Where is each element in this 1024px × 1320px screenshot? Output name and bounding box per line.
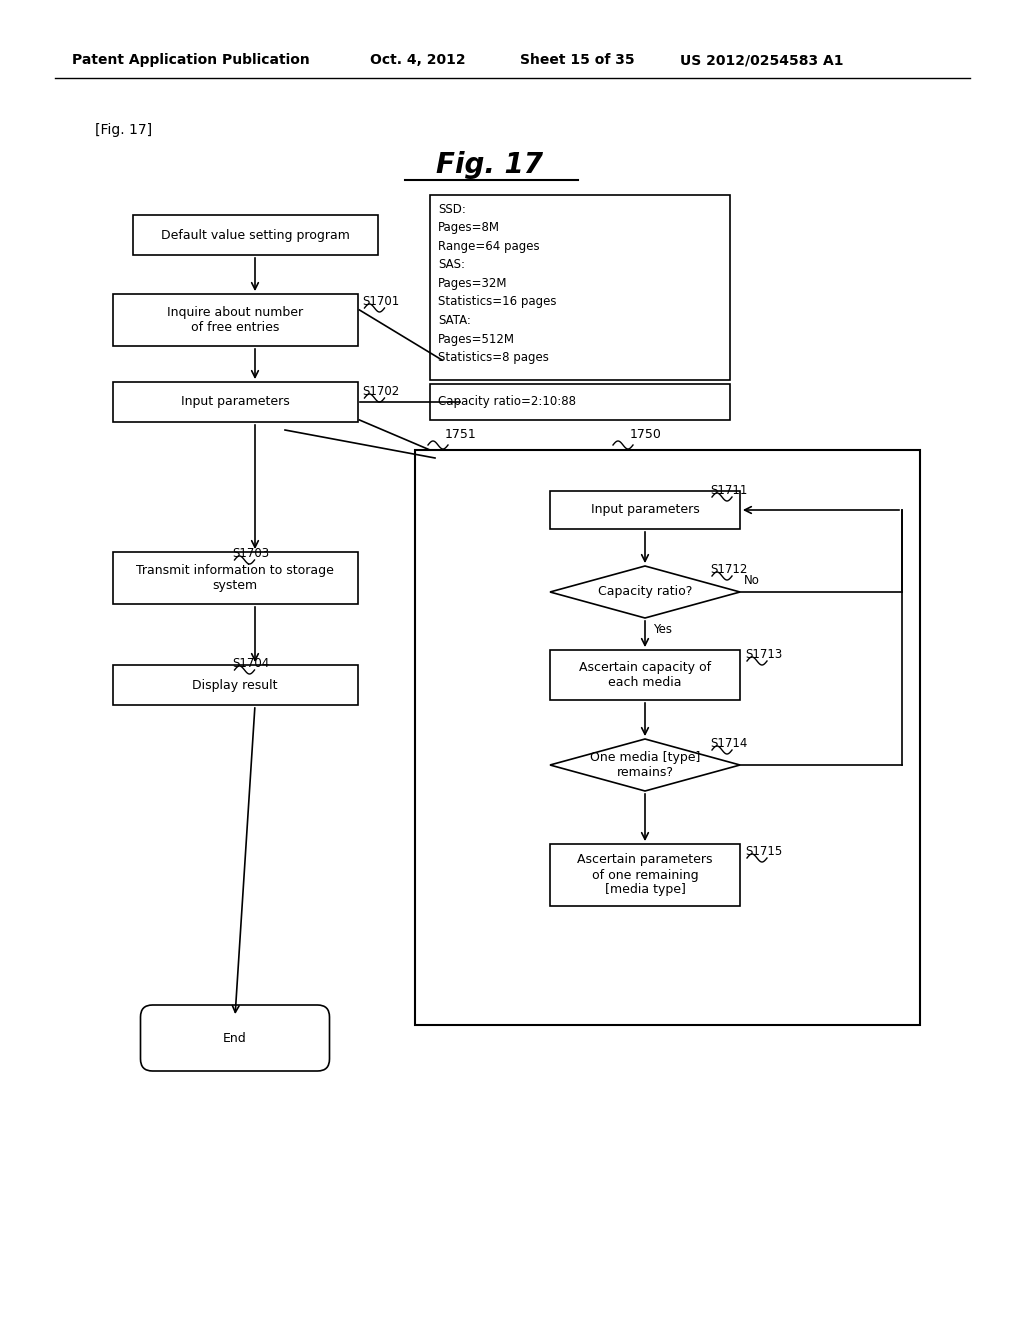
Text: No: No (744, 574, 760, 587)
Text: Transmit information to storage
system: Transmit information to storage system (136, 564, 334, 591)
Text: Capacity ratio?: Capacity ratio? (598, 586, 692, 598)
Text: Oct. 4, 2012: Oct. 4, 2012 (370, 53, 466, 67)
Polygon shape (550, 566, 740, 618)
Text: 1751: 1751 (445, 428, 477, 441)
Text: [Fig. 17]: [Fig. 17] (95, 123, 153, 137)
Text: S1715: S1715 (745, 845, 782, 858)
Text: S1713: S1713 (745, 648, 782, 661)
Text: S1703: S1703 (232, 546, 269, 560)
FancyBboxPatch shape (415, 450, 920, 1026)
Text: SSD:
Pages=8M
Range=64 pages
SAS:
Pages=32M
Statistics=16 pages
SATA:
Pages=512M: SSD: Pages=8M Range=64 pages SAS: Pages=… (438, 203, 556, 364)
Text: End: End (223, 1031, 247, 1044)
Text: S1712: S1712 (710, 564, 748, 576)
FancyBboxPatch shape (113, 381, 357, 422)
FancyBboxPatch shape (140, 1005, 330, 1071)
Text: Fig. 17: Fig. 17 (436, 150, 544, 180)
FancyBboxPatch shape (550, 491, 740, 529)
Text: Ascertain parameters
of one remaining
[media type]: Ascertain parameters of one remaining [m… (578, 854, 713, 896)
Text: Yes: Yes (653, 623, 672, 636)
FancyBboxPatch shape (113, 552, 357, 605)
FancyBboxPatch shape (113, 294, 357, 346)
FancyBboxPatch shape (132, 215, 378, 255)
FancyBboxPatch shape (430, 195, 730, 380)
Text: One media [type]
remains?: One media [type] remains? (590, 751, 700, 779)
FancyBboxPatch shape (550, 843, 740, 906)
Text: Display result: Display result (193, 678, 278, 692)
Text: S1714: S1714 (710, 737, 748, 750)
Text: Patent Application Publication: Patent Application Publication (72, 53, 309, 67)
Text: Default value setting program: Default value setting program (161, 228, 349, 242)
Text: Inquire about number
of free entries: Inquire about number of free entries (167, 306, 303, 334)
FancyBboxPatch shape (113, 665, 357, 705)
Text: Ascertain capacity of
each media: Ascertain capacity of each media (579, 661, 711, 689)
Text: US 2012/0254583 A1: US 2012/0254583 A1 (680, 53, 844, 67)
Text: Sheet 15 of 35: Sheet 15 of 35 (520, 53, 635, 67)
Text: Capacity ratio=2:10:88: Capacity ratio=2:10:88 (438, 396, 575, 408)
FancyBboxPatch shape (430, 384, 730, 420)
Text: Input parameters: Input parameters (180, 396, 290, 408)
FancyBboxPatch shape (550, 649, 740, 700)
Text: S1711: S1711 (710, 484, 748, 498)
Text: 1750: 1750 (630, 428, 662, 441)
Text: S1704: S1704 (232, 657, 269, 671)
Text: S1702: S1702 (362, 385, 399, 399)
Text: Input parameters: Input parameters (591, 503, 699, 516)
Polygon shape (550, 739, 740, 791)
Text: S1701: S1701 (362, 294, 399, 308)
